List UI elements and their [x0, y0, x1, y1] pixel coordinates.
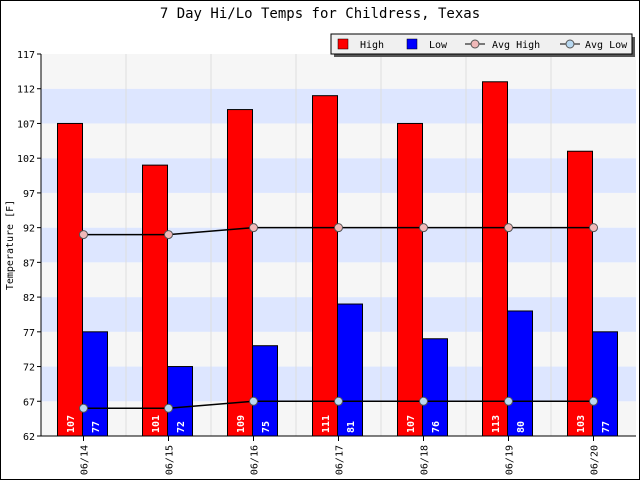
avg-high-point — [504, 223, 513, 233]
high-bar — [227, 109, 253, 437]
low-value-label: 80 — [516, 421, 527, 433]
legend-label: Low — [429, 40, 448, 51]
x-tick-label: 06/19 — [505, 445, 516, 475]
low-value-label: 81 — [346, 421, 357, 433]
data-labels-layer: 107 77 101 72 109 75 111 81 107 76 113 80 103 77 — [66, 415, 612, 433]
avg-low-point — [589, 396, 598, 406]
legend-swatch — [337, 38, 349, 50]
y-tick-label: 117 — [17, 50, 35, 61]
y-tick-label: 67 — [23, 397, 35, 408]
legend-marker — [470, 39, 480, 49]
plot-band — [41, 88, 636, 124]
y-tick-label: 112 — [17, 85, 35, 96]
low-value-label: 72 — [176, 421, 187, 433]
high-bar — [312, 95, 338, 437]
legend-label: High — [360, 40, 384, 51]
avg-low-point — [249, 396, 258, 406]
avg-low-point — [504, 396, 513, 406]
high-bar — [567, 150, 593, 437]
avg-high-point — [249, 223, 258, 233]
x-tick-label: 06/15 — [165, 445, 176, 475]
high-value-label: 107 — [66, 415, 77, 433]
y-tick-label: 72 — [23, 363, 35, 374]
legend-label: Avg High — [492, 40, 540, 51]
y-tick-label: 77 — [23, 328, 35, 339]
low-bar — [507, 310, 533, 437]
avg-high-point — [79, 230, 88, 240]
avg-low-point — [164, 403, 173, 413]
legend: High Low Avg High Avg Low — [330, 33, 635, 57]
high-bar — [482, 81, 508, 437]
y-tick-label: 97 — [23, 189, 35, 200]
y-axis-label: Temperature [F] — [5, 200, 16, 290]
plot-band — [41, 192, 636, 228]
legend-marker — [565, 39, 575, 49]
plot-band — [41, 54, 636, 89]
x-tick-label: 06/18 — [420, 445, 431, 475]
bars-layer — [57, 81, 618, 437]
low-bar — [82, 331, 108, 437]
plot-band — [41, 158, 636, 193]
x-tick-label: 06/16 — [250, 445, 261, 475]
low-value-label: 77 — [601, 421, 612, 433]
low-bar — [337, 303, 363, 437]
axes-layer: 06/14 06/15 06/16 06/17 06/18 06/19 06/20 62 67 7… — [17, 50, 636, 475]
high-bar — [57, 122, 83, 437]
plot-band — [41, 227, 636, 263]
y-tick-label: 107 — [17, 119, 35, 130]
avg-low-point — [419, 396, 428, 406]
low-bar — [252, 345, 278, 437]
y-tick-label: 62 — [23, 432, 35, 443]
plot-band — [41, 262, 636, 298]
y-tick-label: 87 — [23, 258, 35, 269]
legend-swatch — [406, 38, 418, 50]
high-bar — [142, 164, 168, 437]
high-bar — [397, 122, 423, 437]
avg-high-point — [419, 223, 428, 233]
low-bar — [592, 331, 618, 437]
y-tick-label: 82 — [23, 293, 35, 304]
high-value-label: 113 — [491, 415, 502, 433]
high-value-label: 101 — [151, 415, 162, 433]
low-value-label: 76 — [431, 421, 442, 433]
x-tick-label: 06/14 — [80, 445, 91, 475]
chart-title: 7 Day Hi/Lo Temps for Childress, Texas — [159, 6, 481, 22]
low-value-label: 77 — [91, 421, 102, 433]
low-bar — [422, 338, 448, 437]
legend-label: Avg Low — [585, 40, 628, 51]
avg-high-point — [334, 223, 343, 233]
x-tick-label: 06/17 — [335, 445, 346, 475]
vertical-gridlines — [125, 54, 552, 436]
x-tick-label: 06/20 — [590, 445, 601, 475]
y-tick-label: 102 — [17, 154, 35, 165]
plot-band — [41, 123, 636, 159]
y-tick-label: 92 — [23, 224, 35, 235]
avg-high-point — [164, 230, 173, 240]
avg-low-point — [79, 403, 88, 413]
low-value-label: 75 — [261, 421, 272, 433]
low-bar — [167, 366, 193, 437]
avg-high-point — [589, 223, 598, 233]
high-value-label: 103 — [576, 415, 587, 433]
lines-layer — [79, 223, 598, 413]
high-value-label: 111 — [321, 415, 332, 433]
high-value-label: 109 — [236, 415, 247, 433]
high-value-label: 107 — [406, 415, 417, 433]
avg-low-point — [334, 396, 343, 406]
